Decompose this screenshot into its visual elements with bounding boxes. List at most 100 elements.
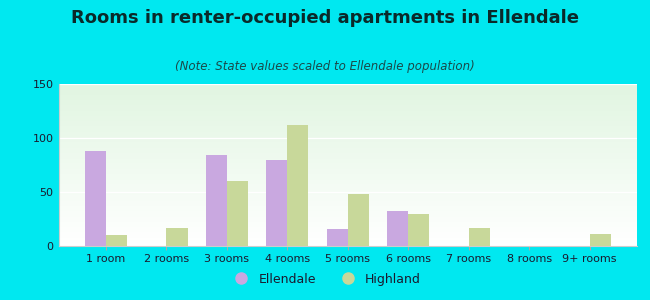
Bar [58,243,637,244]
Bar [58,198,637,199]
Bar [287,125,309,246]
Bar [58,212,637,213]
Bar [58,114,637,115]
Bar [58,128,637,129]
Bar [58,129,637,130]
Bar [58,174,637,175]
Bar [58,103,637,104]
Bar [58,100,637,101]
Bar [58,154,637,155]
Text: (Note: State values scaled to Ellendale population): (Note: State values scaled to Ellendale … [175,60,475,73]
Bar [326,229,348,246]
Bar [58,115,637,116]
Bar [58,134,637,135]
Bar [58,205,637,206]
Bar [58,120,637,121]
Bar [58,233,637,234]
Bar [58,225,637,226]
Bar [58,242,637,243]
Bar [58,184,637,185]
Bar [58,220,637,221]
Bar [58,224,637,225]
Bar [58,177,637,178]
Bar [58,237,637,238]
Bar [58,208,637,209]
Bar [58,102,637,103]
Bar [58,117,637,118]
Bar [58,141,637,142]
Bar [58,173,637,174]
Bar [58,171,637,172]
Bar [58,245,637,246]
Bar [58,139,637,140]
Bar [58,227,637,228]
Bar [58,176,637,177]
Bar [58,187,637,188]
Bar [58,151,637,152]
Bar [58,202,637,203]
Bar [58,131,637,132]
Bar [166,228,188,246]
Bar [58,87,637,88]
Bar [227,181,248,246]
Bar [58,217,637,218]
Bar [58,188,637,189]
Bar [58,162,637,163]
Bar [58,126,637,127]
Bar [58,223,637,224]
Bar [58,135,637,136]
Bar [58,163,637,164]
Bar [58,101,637,102]
Bar [58,226,637,227]
Bar [58,119,637,120]
Bar [58,244,637,245]
Bar [58,137,637,138]
Bar [58,197,637,198]
Bar [58,142,637,143]
Bar [58,158,637,159]
Bar [58,140,637,141]
Bar [58,235,637,236]
Bar [387,212,408,246]
Bar [58,168,637,169]
Bar [58,105,637,106]
Bar [58,90,637,91]
Bar [58,219,637,220]
Bar [58,193,637,194]
Bar [58,94,637,95]
Bar [84,151,106,246]
Bar [58,159,637,160]
Bar [58,91,637,92]
Bar [58,109,637,110]
Bar [58,222,637,223]
Bar [58,213,637,214]
Bar [58,111,637,112]
Bar [408,214,430,246]
Bar [58,218,637,219]
Bar [58,165,637,166]
Bar [58,93,637,94]
Text: Rooms in renter-occupied apartments in Ellendale: Rooms in renter-occupied apartments in E… [71,9,579,27]
Bar [58,92,637,93]
Bar [58,113,637,114]
Bar [58,201,637,202]
Bar [58,215,637,216]
Bar [58,194,637,195]
Bar [58,203,637,204]
Bar [58,85,637,86]
Bar [58,179,637,180]
Bar [58,149,637,150]
Bar [58,152,637,153]
Bar [58,199,637,200]
Bar [58,175,637,176]
Bar [58,229,637,230]
Bar [58,153,637,154]
Bar [58,167,637,168]
Bar [58,88,637,89]
Bar [58,240,637,241]
Bar [58,95,637,96]
Bar [58,169,637,170]
Bar [58,164,637,165]
Bar [58,112,637,113]
Bar [58,185,637,186]
